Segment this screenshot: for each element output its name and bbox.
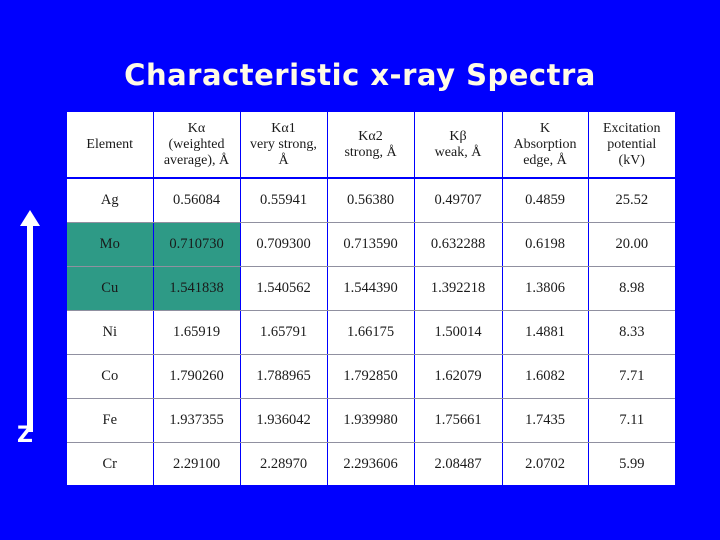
table-row: Mo 0.710730 0.709300 0.713590 0.632288 0… [67, 222, 675, 267]
header-line: strong, Å [344, 144, 397, 160]
header-line: potential [607, 136, 657, 152]
element-cell: Fe [67, 398, 154, 443]
table-cell: 2.28970 [240, 442, 328, 485]
table-row: Cr 2.29100 2.28970 2.293606 2.08487 2.07… [67, 442, 675, 485]
table-cell: 1.540562 [240, 266, 328, 311]
element-cell: Cr [67, 442, 154, 485]
table-header-row: Element Kα (weighted average), Å Kα1 ver… [67, 112, 675, 179]
header-k-alpha2: Kα2 strong, Å [327, 112, 415, 179]
element-cell: Mo [67, 222, 154, 267]
header-line: Element [86, 136, 134, 152]
table-cell: 5.99 [588, 442, 675, 485]
z-axis-label: Z [17, 423, 33, 448]
table-cell: 2.29100 [153, 442, 241, 485]
table-cell: 1.62079 [414, 354, 503, 399]
header-excitation-potential: Excitation potential (kV) [588, 112, 675, 179]
header-line: (weighted [168, 136, 225, 152]
table-cell: 1.541838 [153, 266, 241, 311]
element-cell: Cu [67, 266, 154, 311]
table-cell: 7.71 [588, 354, 675, 399]
table-cell: 0.713590 [327, 222, 415, 267]
table-cell: 25.52 [588, 178, 675, 223]
header-line: Absorption [513, 136, 577, 152]
header-k-absorption-edge: K Absorption edge, Å [502, 112, 589, 179]
table-cell: 7.11 [588, 398, 675, 443]
table-cell: 1.75661 [414, 398, 503, 443]
table-cell: 0.55941 [240, 178, 328, 223]
header-line: very strong, [250, 136, 317, 152]
header-line: Kα1 [271, 120, 296, 136]
table-row: Co 1.790260 1.788965 1.792850 1.62079 1.… [67, 354, 675, 399]
table-cell: 20.00 [588, 222, 675, 267]
table-cell: 0.710730 [153, 222, 241, 267]
table-cell: 8.33 [588, 310, 675, 355]
table-cell: 1.792850 [327, 354, 415, 399]
table-cell: 2.08487 [414, 442, 503, 485]
header-line: average), Å [163, 152, 230, 168]
table-cell: 1.4881 [502, 310, 589, 355]
header-line: edge, Å [523, 152, 567, 168]
header-k-beta: Kβ weak, Å [414, 112, 503, 179]
table-row: Cu 1.541838 1.540562 1.544390 1.392218 1… [67, 266, 675, 311]
header-line: weak, Å [434, 144, 482, 160]
header-k-alpha1: Kα1 very strong, Å [240, 112, 328, 179]
table-cell: 8.98 [588, 266, 675, 311]
table-cell: 0.709300 [240, 222, 328, 267]
table-row: Fe 1.937355 1.936042 1.939980 1.75661 1.… [67, 398, 675, 443]
header-line: Kβ [449, 128, 467, 144]
header-line: Kα2 [358, 128, 383, 144]
header-line: Excitation [602, 120, 661, 136]
element-cell: Ag [67, 178, 154, 223]
element-cell: Co [67, 354, 154, 399]
increasing-z-arrow-icon [20, 210, 40, 432]
slide-title: Characteristic x-ray Spectra [124, 58, 596, 92]
header-line: K [539, 120, 551, 136]
table-row: Ni 1.65919 1.65791 1.66175 1.50014 1.488… [67, 310, 675, 355]
table-cell: 0.49707 [414, 178, 503, 223]
table-cell: 1.788965 [240, 354, 328, 399]
table-cell: 1.65791 [240, 310, 328, 355]
table-cell: 1.936042 [240, 398, 328, 443]
header-element: Element [67, 112, 154, 179]
table-cell: 1.66175 [327, 310, 415, 355]
table-cell: 1.3806 [502, 266, 589, 311]
table-cell: 1.392218 [414, 266, 503, 311]
table-cell: 1.7435 [502, 398, 589, 443]
table-cell: 0.56380 [327, 178, 415, 223]
table-cell: 0.6198 [502, 222, 589, 267]
xray-spectra-table: Element Kα (weighted average), Å Kα1 ver… [67, 112, 675, 485]
table-cell: 1.50014 [414, 310, 503, 355]
table-cell: 1.937355 [153, 398, 241, 443]
table-row: Ag 0.56084 0.55941 0.56380 0.49707 0.485… [67, 178, 675, 223]
table-cell: 1.544390 [327, 266, 415, 311]
header-k-alpha: Kα (weighted average), Å [153, 112, 241, 179]
table-cell: 0.56084 [153, 178, 241, 223]
header-line: (kV) [618, 152, 645, 168]
table-cell: 1.939980 [327, 398, 415, 443]
table-cell: 2.293606 [327, 442, 415, 485]
table-cell: 1.6082 [502, 354, 589, 399]
table-cell: 0.632288 [414, 222, 503, 267]
table-cell: 1.790260 [153, 354, 241, 399]
table-cell: 0.4859 [502, 178, 589, 223]
element-cell: Ni [67, 310, 154, 355]
table-cell: 1.65919 [153, 310, 241, 355]
header-line: Å [278, 152, 289, 168]
table-cell: 2.0702 [502, 442, 589, 485]
header-line: Kα [187, 120, 206, 136]
